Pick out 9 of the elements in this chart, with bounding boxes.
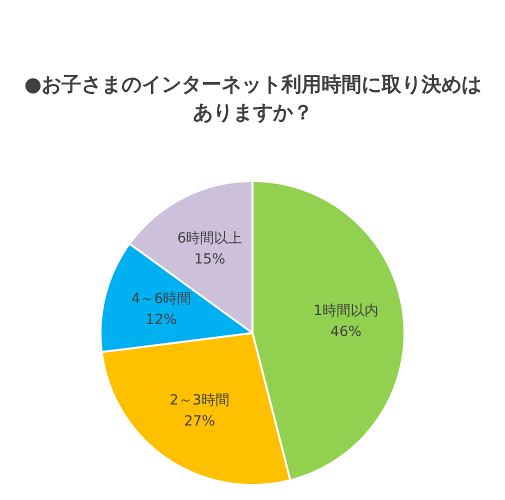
data-label: 27% [184,414,216,430]
slice-label: 4～6時間 [131,291,192,308]
slice-label: 6時間以上 [177,230,242,247]
chart-title: ●お子さまのインターネット利用時間に取り決めはありますか？ [23,71,483,126]
data-label: 15% [194,252,226,268]
slice-label: 2～3時間 [170,392,230,409]
data-label: 46% [330,324,362,340]
slice-label: 1時間以内 [314,302,378,319]
data-label: 12% [146,312,177,328]
